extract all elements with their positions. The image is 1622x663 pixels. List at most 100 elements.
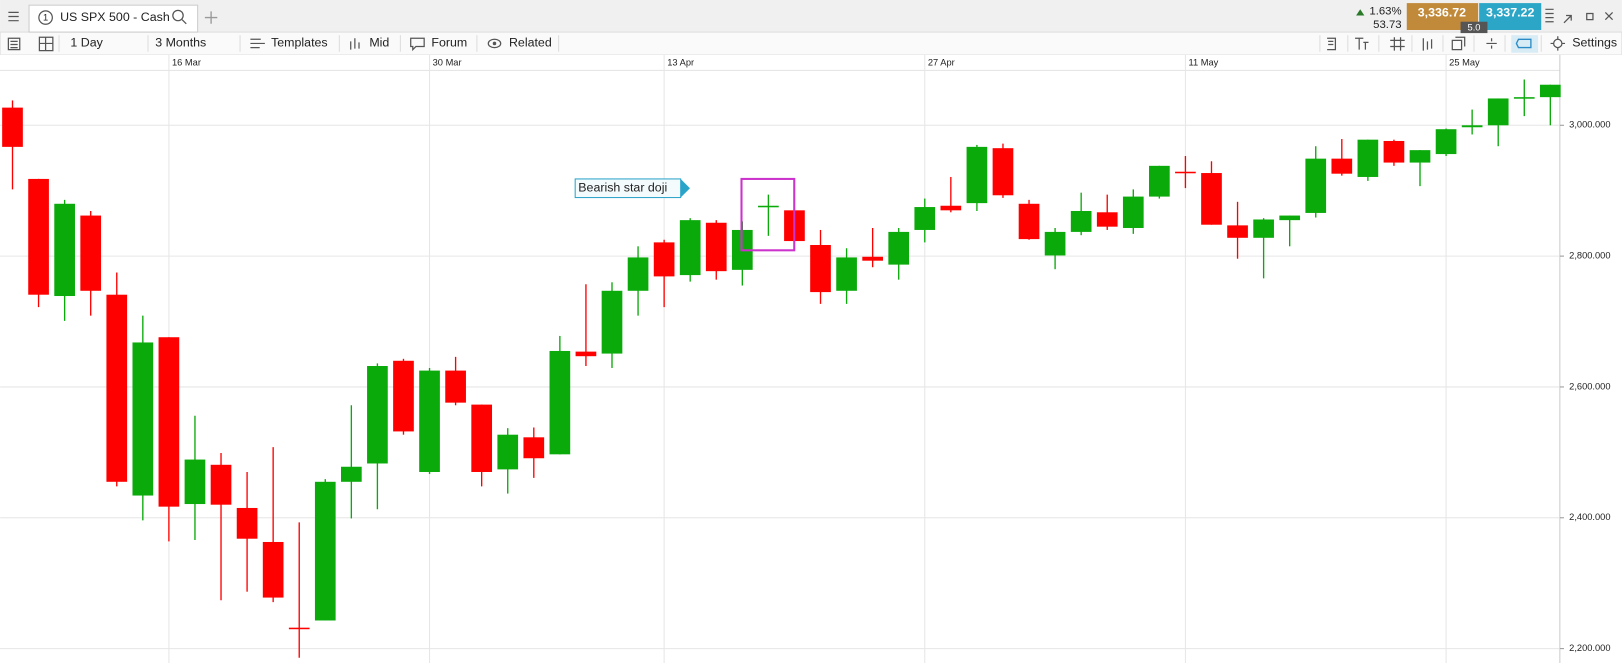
candle-body: [1122, 196, 1144, 228]
candle-body: [54, 203, 75, 297]
menu-item[interactable]: 1 Day: [70, 36, 103, 50]
x-tick-label: 11 May: [1189, 58, 1219, 68]
candle-body: [914, 207, 936, 230]
tab-number-icon: [38, 10, 53, 25]
spread-badge: [1460, 21, 1488, 34]
candle-body: [28, 178, 49, 295]
candle-body: [1149, 165, 1170, 197]
annotation: Bearish star doji: [578, 181, 667, 195]
candle-body: [810, 244, 831, 293]
search-icon[interactable]: [172, 9, 187, 25]
candle-body: [966, 146, 988, 204]
candle-body: [627, 257, 649, 291]
candle-body: [367, 366, 388, 464]
candle-body: [758, 205, 779, 208]
candle-body: [236, 507, 258, 539]
x-tick-label: 13 Apr: [667, 58, 694, 68]
candle-body: [705, 222, 727, 272]
candle-body: [992, 148, 1014, 196]
annotation-arrow: [680, 178, 690, 198]
candle-body: [184, 459, 206, 505]
candle-body: [549, 350, 571, 455]
candle-body: [653, 242, 675, 277]
candle-body: [1383, 140, 1405, 163]
tab-title[interactable]: US SPX 500 - Cash: [60, 10, 170, 24]
candle-body: [132, 342, 154, 496]
buy-button[interactable]: [1479, 3, 1542, 30]
candle-body: [1435, 129, 1457, 155]
candle-body: [862, 256, 883, 261]
menu-item[interactable]: Mid: [369, 36, 389, 50]
candle-body: [940, 205, 962, 211]
candle-body: [575, 351, 597, 357]
candle-body: [523, 437, 545, 459]
candle-body: [419, 370, 440, 472]
candle-body: [1357, 139, 1379, 177]
change-points: 53.73: [1373, 19, 1401, 31]
candle-body: [1227, 225, 1248, 238]
candle-body: [1461, 125, 1483, 128]
candle-body: [836, 257, 857, 291]
candle-body: [1409, 150, 1431, 163]
menu-item[interactable]: Templates: [271, 36, 328, 50]
candle-body: [393, 360, 414, 432]
candle-body: [210, 464, 232, 505]
y-tick-label: 2,400.000: [1569, 512, 1610, 522]
y-tick-label: 2,800.000: [1569, 251, 1610, 261]
sell-price[interactable]: 3,336.72: [1418, 6, 1466, 20]
candle-body: [314, 481, 336, 621]
candle-body: [1305, 158, 1327, 213]
date-axis: [0, 54, 1622, 71]
settings[interactable]: Settings: [1572, 36, 1617, 50]
window-icons[interactable]: [1545, 8, 1614, 24]
menu-button[interactable]: [8, 11, 19, 22]
change-percent: 1.63%: [1369, 5, 1401, 17]
candle-body: [1253, 219, 1274, 238]
menu-item[interactable]: 3 Months: [155, 36, 206, 50]
menu-item[interactable]: Related: [509, 36, 552, 50]
candle-body: [1513, 97, 1535, 99]
candle-body: [497, 434, 519, 470]
candle-body: [341, 466, 362, 482]
candle-body: [471, 404, 493, 472]
add-tab[interactable]: [204, 11, 218, 24]
candle-body: [1044, 231, 1066, 256]
candle-body: [1487, 98, 1509, 126]
candle-body: [888, 231, 910, 265]
tab[interactable]: [28, 4, 199, 33]
candle-body: [445, 370, 466, 403]
tool-icons: [7, 35, 1566, 53]
candle-body: [1018, 203, 1040, 240]
highlight-box: [740, 177, 796, 252]
candle-body: [106, 294, 128, 482]
y-tick-label: 2,200.000: [1569, 643, 1610, 653]
candle-body: [1201, 173, 1222, 225]
x-tick-label: 27 Apr: [928, 58, 955, 68]
candle-body: [1096, 212, 1118, 227]
candle-body: [1175, 171, 1196, 174]
y-tick-label: 3,000.000: [1569, 120, 1610, 130]
candle-body: [679, 220, 701, 276]
candle-body: [1279, 215, 1301, 221]
y-tick-label: 2,600.000: [1569, 381, 1610, 391]
spread: 5.0: [1468, 22, 1481, 32]
candle-body: [1331, 158, 1353, 174]
candle-body: [80, 215, 102, 291]
candle-body: [601, 290, 623, 354]
menu-item[interactable]: Forum: [431, 36, 467, 50]
active-tool: [1511, 35, 1539, 53]
candle-body: [158, 337, 180, 507]
x-tick-label: 16 Mar: [172, 58, 201, 68]
candle-body: [2, 107, 23, 147]
up-arrow: [1356, 9, 1365, 16]
buy-price[interactable]: 3,337.22: [1486, 6, 1534, 20]
candle-body: [1539, 84, 1561, 98]
candle-body: [288, 627, 310, 630]
tab-number: 1: [43, 13, 48, 23]
x-tick-label: 30 Mar: [433, 58, 462, 68]
candle-body: [1070, 210, 1092, 232]
x-tick-label: 25 May: [1449, 58, 1480, 68]
candle-body: [262, 541, 284, 598]
